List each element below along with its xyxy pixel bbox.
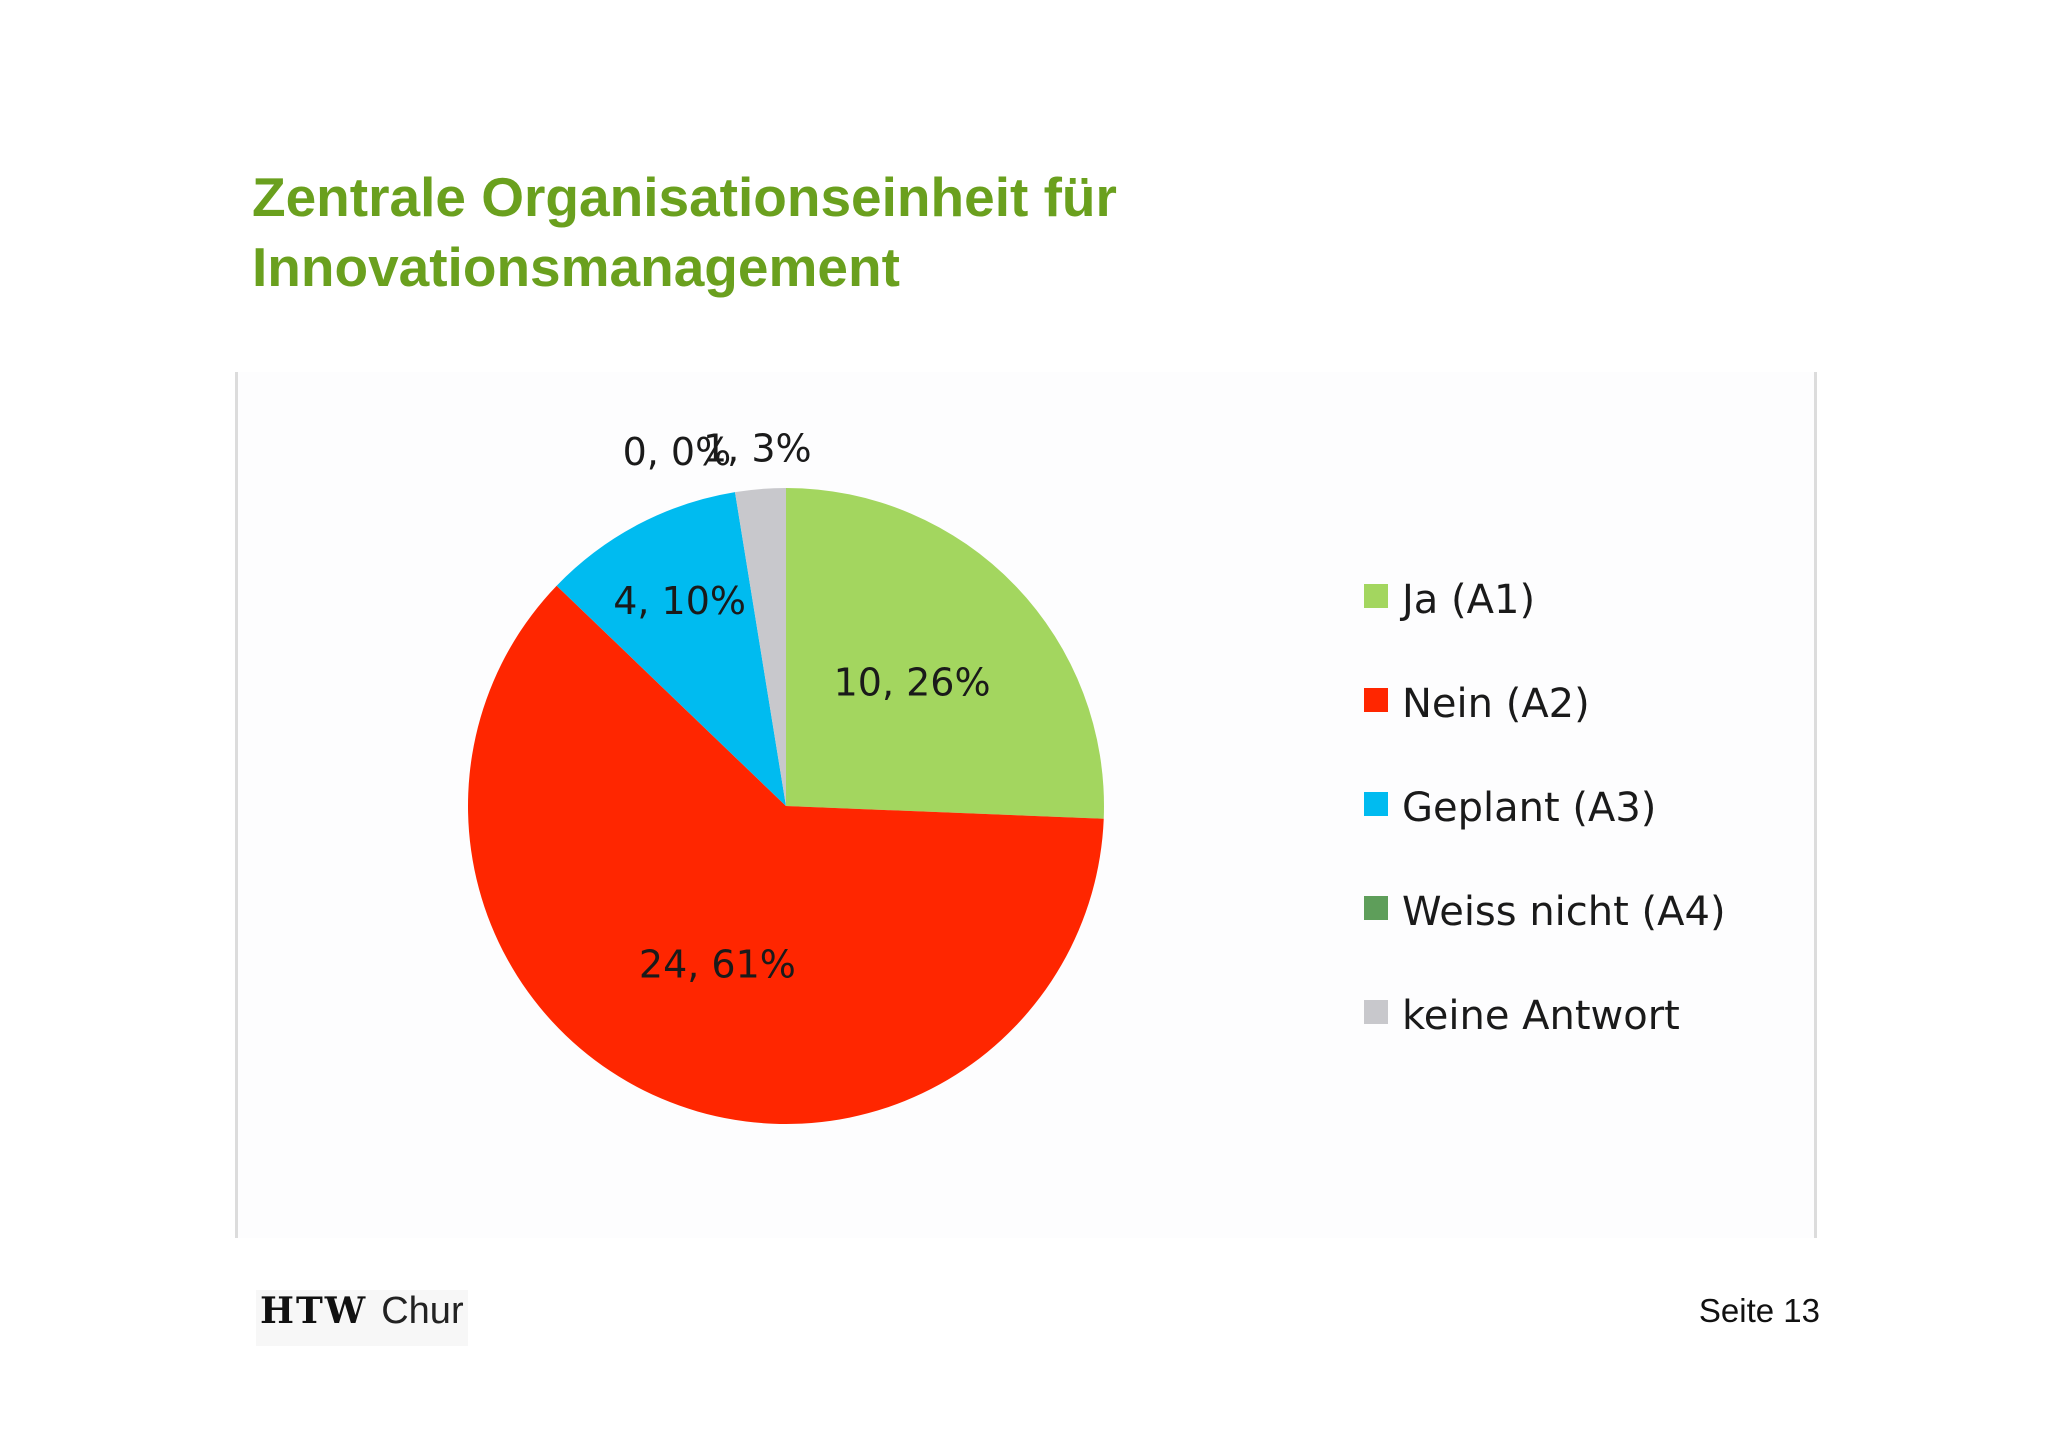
pie-data-labels: 10, 26% 24, 61% 4, 10% 0, 0%1, 3% [613, 427, 990, 987]
logo-htw: HTW [260, 1290, 368, 1332]
chart-legend: Ja (A1) Nein (A2) Geplant (A3) Weiss nicht … [1364, 577, 1726, 1039]
legend-label-weiss-nicht-a4: Weiss nicht (A4) [1402, 889, 1726, 935]
slide-title-line-1: Zentrale Organisationseinheit für [252, 166, 1117, 228]
pie-chart: 10, 26% 24, 61% 4, 10% 0, 0%1, 3% Ja (A1) Ne… [467, 427, 1726, 1125]
legend-label-geplant-a3: Geplant (A3) [1402, 785, 1656, 831]
legend-swatch-nein-a2 [1364, 688, 1388, 712]
legend-item-keine-antwort: keine Antwort [1364, 993, 1680, 1039]
data-label-nein-a2: 24, 61% [639, 942, 796, 986]
legend-swatch-ja-a1 [1364, 584, 1388, 608]
legend-swatch-geplant-a3 [1364, 792, 1388, 816]
slide-title-line-2: Innovationsmanagement [252, 236, 900, 298]
pie-slice-nein-a2 [467, 585, 1104, 1125]
pie-slices [467, 488, 1104, 1125]
slide-title: Zentrale Organisationseinheit für Innova… [252, 162, 1552, 302]
legend-label-ja-a1: Ja (A1) [1399, 577, 1535, 623]
legend-item-geplant-a3: Geplant (A3) [1364, 785, 1656, 831]
data-label-geplant-a3: 4, 10% [613, 579, 746, 623]
data-label-weiss-nicht-a4: 0, 0% [623, 430, 732, 474]
legend-label-keine-antwort: keine Antwort [1402, 993, 1680, 1039]
legend-swatch-keine-antwort [1364, 1000, 1388, 1024]
data-label-ja-a1: 10, 26% [834, 660, 991, 704]
page-number: Seite 13 [1698, 1292, 1820, 1329]
logo-chur: Chur [381, 1290, 464, 1332]
pie-slice-ja-a1 [786, 488, 1104, 819]
legend-item-weiss-nicht-a4: Weiss nicht (A4) [1364, 889, 1726, 935]
legend-swatch-weiss-nicht-a4 [1364, 896, 1388, 920]
pie-slice-keine-antwort [734, 488, 786, 806]
legend-label-nein-a2: Nein (A2) [1402, 681, 1590, 727]
legend-item-ja-a1: Ja (A1) [1364, 577, 1535, 623]
data-label-keine-antwort: 1, 3% [703, 427, 812, 471]
htw-chur-logo: HTW Chur [256, 1290, 468, 1346]
pie-slice-geplant-a3 [556, 492, 786, 806]
legend-item-nein-a2: Nein (A2) [1364, 681, 1590, 727]
chart-panel: 10, 26% 24, 61% 4, 10% 0, 0% 1, 3% Ja (A1) Ne… [235, 372, 1817, 1238]
